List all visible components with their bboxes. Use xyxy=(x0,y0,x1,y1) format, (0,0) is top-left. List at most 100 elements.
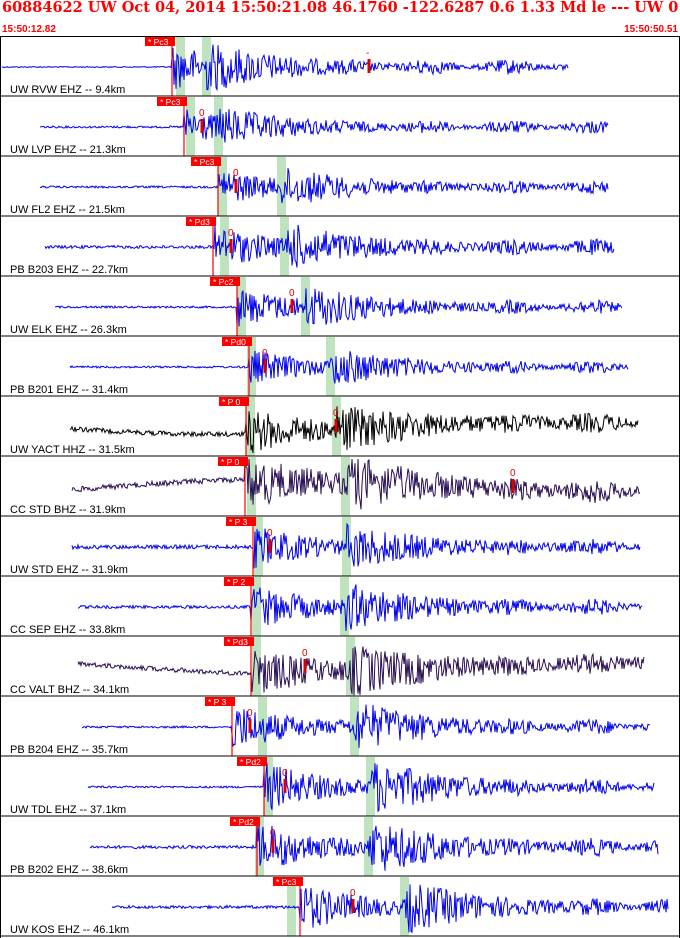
pick-box xyxy=(226,517,256,526)
coda-marker xyxy=(290,299,294,313)
trace-row: * P 3 0 PB B204 EHZ -- 35.7km xyxy=(0,697,680,757)
waveform-trace xyxy=(71,458,641,510)
coda-mark-label: 0 xyxy=(302,648,308,659)
waveform-trace xyxy=(54,288,623,327)
pick-box xyxy=(157,97,187,106)
station-label: PB B202 EHZ -- 38.6km xyxy=(10,864,128,876)
coda-marker xyxy=(334,419,338,433)
waveform-trace xyxy=(39,168,609,204)
p-arrival-band xyxy=(252,577,261,636)
waveform-trace xyxy=(69,350,629,384)
coda-marker xyxy=(511,479,515,493)
station-label: UW FL2 EHZ -- 21.5km xyxy=(10,204,125,216)
coda-marker xyxy=(268,539,272,553)
coda-marker xyxy=(229,239,233,253)
station-label: UW ELK EHZ -- 26.3km xyxy=(10,324,127,336)
trace-row: * P 3 0 UW STD EHZ -- 31.9km xyxy=(0,517,680,577)
station-label: UW YACT HHZ -- 31.5km xyxy=(10,444,135,456)
waveform-trace xyxy=(71,522,641,569)
coda-mark-label: 0 xyxy=(270,828,276,839)
pick-box xyxy=(224,637,254,646)
coda-mark-label: 0 xyxy=(262,348,268,359)
s-arrival-band xyxy=(277,157,286,216)
coda-mark-label: 0 xyxy=(199,108,205,119)
coda-mark-label: 0 xyxy=(267,528,273,539)
coda-marker xyxy=(248,719,252,733)
trace-row: * Pc3 - UW RVW EHZ -- 9.4km xyxy=(0,37,680,97)
waveform-trace xyxy=(87,762,655,813)
waveform-trace xyxy=(77,646,645,695)
pick-box xyxy=(210,277,240,286)
pick-label: * P 0 xyxy=(221,457,240,467)
pick-label: * Pd3 xyxy=(189,217,210,227)
pick-box xyxy=(218,457,248,466)
coda-mark-label: 0 xyxy=(510,468,516,479)
pick-label: * Pc3 xyxy=(148,37,169,47)
waveform-trace xyxy=(44,224,615,268)
coda-marker xyxy=(303,659,307,673)
pick-box xyxy=(219,397,249,406)
pick-label: * Pd2 xyxy=(233,817,254,827)
pick-box xyxy=(273,877,303,886)
station-label: PB B201 EHZ -- 31.4km xyxy=(10,384,128,396)
coda-mark-label: 0 xyxy=(228,228,234,239)
pick-label: * Pd2 xyxy=(240,757,261,767)
pick-label: * Pc3 xyxy=(276,877,297,887)
station-label: UW TDL EHZ -- 37.1km xyxy=(10,804,126,816)
coda-mark-label: 0 xyxy=(247,708,253,719)
pick-label: * P 3 xyxy=(208,697,227,707)
pick-label: * Pc3 xyxy=(160,97,181,107)
pick-box xyxy=(186,217,216,226)
pick-label: * P 3 xyxy=(229,517,248,527)
s-arrival-band xyxy=(400,877,409,936)
coda-marker xyxy=(367,59,371,73)
pick-box xyxy=(224,577,254,586)
trace-row: * Pd3 0 CC VALT BHZ -- 34.1km xyxy=(0,637,680,697)
end-time-label: 15:50:50.51 xyxy=(624,24,678,35)
p-arrival-band xyxy=(220,217,229,276)
coda-mark-label: 0 xyxy=(282,768,288,779)
coda-mark-label: 0 xyxy=(289,288,295,299)
station-label: CC SEP EHZ -- 33.8km xyxy=(10,624,125,636)
waveform-trace xyxy=(111,884,669,934)
pick-box xyxy=(222,337,252,346)
p-arrival-band xyxy=(252,637,261,696)
waveform-trace xyxy=(89,821,659,871)
pick-box xyxy=(191,157,221,166)
coda-mark-label: 0 xyxy=(350,888,356,899)
waveform-trace xyxy=(81,704,651,748)
trace-row: * Pd0 0 PB B201 EHZ -- 31.4km xyxy=(0,337,680,397)
s-arrival-band xyxy=(350,697,359,756)
pick-label: * Pd0 xyxy=(225,337,246,347)
pick-box xyxy=(205,697,235,706)
s-arrival-band xyxy=(326,337,335,396)
trace-row: * P 0 0 CC STD BHZ -- 31.9km xyxy=(0,457,680,517)
pick-box xyxy=(145,37,175,46)
trace-row: * Pd2 0 UW TDL EHZ -- 37.1km xyxy=(0,757,680,817)
p-arrival-band xyxy=(254,517,263,576)
trace-row: * Pc3 0 UW KOS EHZ -- 46.1km xyxy=(0,877,680,937)
trace-row: * Pd3 0 PB B203 EHZ -- 22.7km xyxy=(0,217,680,277)
coda-marker xyxy=(234,179,238,193)
trace-row: * Pc3 0 UW FL2 EHZ -- 21.5km xyxy=(0,157,680,217)
waveform-trace xyxy=(39,108,609,143)
trace-row: * P 2 CC SEP EHZ -- 33.8km xyxy=(0,577,680,637)
pick-label: * Pc3 xyxy=(194,157,215,167)
p-arrival-band xyxy=(287,877,296,936)
pick-label: * P 2 xyxy=(227,577,246,587)
pick-box xyxy=(230,817,260,826)
station-label: PB B204 EHZ -- 35.7km xyxy=(10,744,128,756)
pick-box xyxy=(237,757,267,766)
coda-mark-label: 0 xyxy=(333,408,339,419)
station-label: UW STD EHZ -- 31.9km xyxy=(10,564,128,576)
waveform-trace xyxy=(69,406,639,453)
trace-row: * Pd2 0 PB B202 EHZ -- 38.6km xyxy=(0,817,680,877)
coda-mark-label: 0 xyxy=(233,168,239,179)
p-arrival-band xyxy=(258,697,267,756)
coda-mark-label: - xyxy=(366,48,369,59)
event-title: 60884622 UW Oct 04, 2014 15:50:21.08 46.… xyxy=(2,0,680,16)
waveform-trace xyxy=(77,584,643,632)
station-label: UW LVP EHZ -- 21.3km xyxy=(10,144,126,156)
coda-marker xyxy=(263,359,267,373)
pick-label: * P 0 xyxy=(222,397,241,407)
